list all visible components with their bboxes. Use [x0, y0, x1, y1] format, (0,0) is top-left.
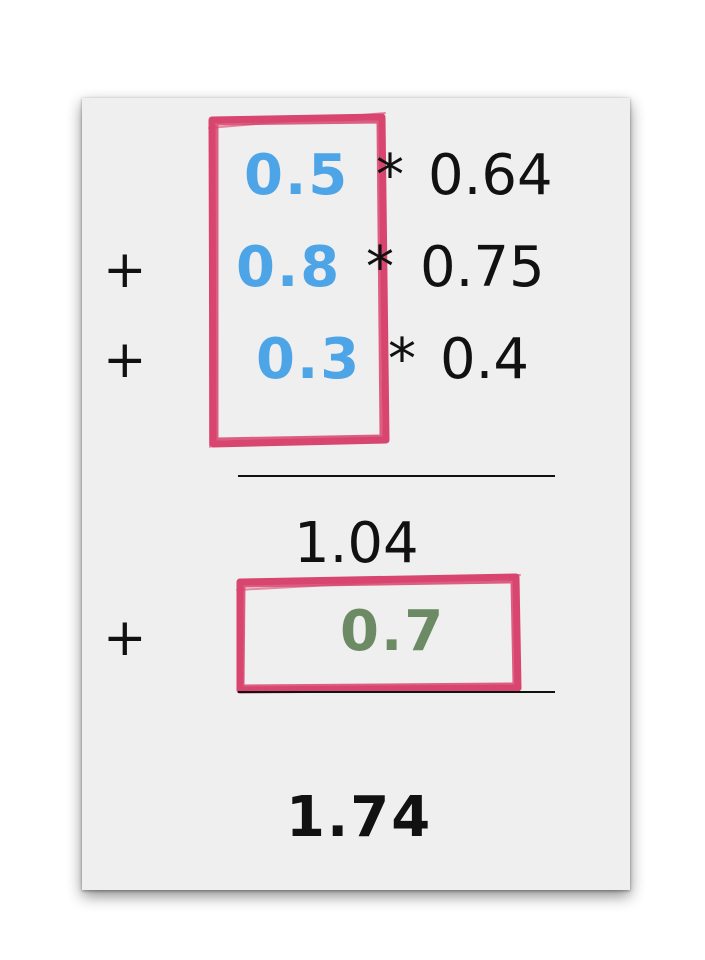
- weight-3: 0.3: [256, 332, 361, 388]
- weighted-sum: 1.04: [294, 516, 419, 572]
- input-value-3: 0.4: [440, 332, 529, 388]
- input-value-2: 0.75: [420, 240, 545, 296]
- bias-value: 0.7: [340, 604, 445, 660]
- multiply-operator-3: *: [388, 332, 416, 388]
- plus-sign-2: +: [103, 334, 147, 386]
- weight-2: 0.8: [236, 240, 341, 296]
- weight-1: 0.5: [244, 148, 349, 204]
- plus-sign-3: +: [103, 612, 147, 664]
- multiply-operator-2: *: [366, 240, 394, 296]
- multiply-operator-1: *: [376, 148, 404, 204]
- total-result: 1.74: [286, 790, 432, 846]
- input-value-1: 0.64: [428, 148, 553, 204]
- plus-sign-1: +: [103, 244, 147, 296]
